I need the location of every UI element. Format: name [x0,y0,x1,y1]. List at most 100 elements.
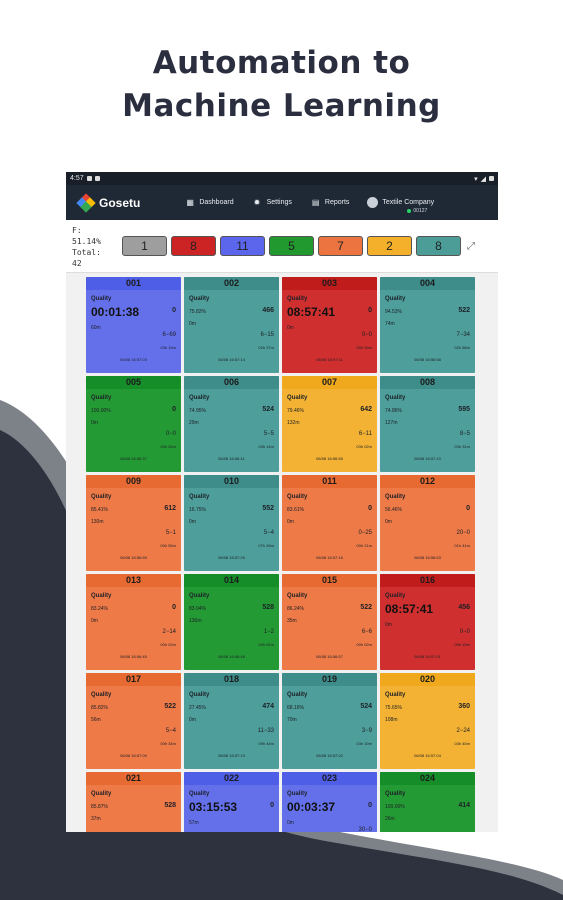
machine-card[interactable]: 024 Quality 100.00% 26m 414 [380,772,475,832]
grid-icon: ▦ [186,197,194,207]
ratio-value: 6−6 [361,629,372,635]
status-chip[interactable]: 7 [318,236,363,256]
online-dot-icon [407,209,412,213]
main-nav: ▦ Dashboard ✹ Settings ▤ Reports [186,197,350,207]
status-chip[interactable]: 1 [122,236,167,256]
summary-stats: F: 51.14% Total: 42 [72,225,110,269]
timestamp: 06/08 16:57:10 [414,456,441,461]
quality-label: Quality [287,395,308,401]
ratio-value: 5−4 [165,728,176,734]
machine-card[interactable]: 021 Quality 85.87% 37m 528 [86,772,181,832]
timestamp: 06/08 16:56:55 [316,456,343,461]
machine-card[interactable]: 016 Quality 08:57:41 0m 456 0−0 09h 15m 06/08 1… [380,574,475,670]
nav-settings[interactable]: ✹ Settings [253,197,292,207]
quality-label: Quality [287,296,308,302]
minutes-value: 127m [385,420,398,426]
machine-card[interactable]: 006 Quality 74.95% 29m 524 5−5 03h 14m 06/08 16… [184,376,279,472]
quality-percent: 85.41% [91,507,108,513]
piece-count: 0 [466,505,470,512]
piece-count: 522 [458,307,470,314]
brand[interactable]: Gosetu [76,192,141,213]
machine-card[interactable]: 022 Quality 03:15:53 57m 0 [184,772,279,832]
duration-value: 00h 34m [160,741,176,746]
machine-card[interactable]: 012 Quality 56.46% 0m 0 20−0 01h 41m 06/08 16:5… [380,475,475,571]
machine-id: 021 [86,772,181,785]
ratio-value: 1−2 [263,629,274,635]
summary-bar: F: 51.14% Total: 42 1 8 11 5 7 2 8 ⤢ [66,220,498,273]
status-chip[interactable]: 5 [269,236,314,256]
timestamp: 06/08 16:56:41 [218,456,245,461]
duration-value: 00h 55m [160,543,176,548]
piece-count: 414 [458,802,470,809]
machine-card[interactable]: 009 Quality 85.41% 130m 612 5−1 00h 55m 06/08 1… [86,475,181,571]
quality-label: Quality [385,593,406,599]
machine-card[interactable]: 011 Quality 83.61% 0m 0 0−25 00h 21m 06/08 16:5… [282,475,377,571]
duration-value: 09h 44m [258,741,274,746]
status-time: 4:57 [70,175,84,182]
minutes-value: 0m [91,420,98,426]
machine-card[interactable]: 014 Quality 83.04% 136m 528 1−2 00h 02m 06/08 1… [184,574,279,670]
machine-card[interactable]: 007 Quality 79.46% 132m 642 6−11 03h 02m 06/08 … [282,376,377,472]
machine-card[interactable]: 004 Quality 94.53% 74m 522 7−34 02h 58m 06/08 1… [380,277,475,373]
gear-icon: ✹ [253,197,261,207]
duration-value: 02h 58m [454,345,470,350]
duration-value: 09h 15m [454,642,470,647]
quality-percent: 56.46% [385,507,402,513]
quality-label: Quality [91,593,112,599]
f-label: F: [72,226,82,235]
machine-card[interactable]: 019 Quality 68.16% 70m 524 3−9 03h 19m 06/08 16… [282,673,377,769]
quality-percent: 75.65% [385,705,402,711]
user-id: 00127 [413,208,428,214]
machine-card[interactable]: 020 Quality 75.65% 108m 360 2−24 03h 45m 06/08 … [380,673,475,769]
timestamp: 06/08 16:57:09 [120,753,147,758]
nav-dashboard-label: Dashboard [199,199,234,206]
timestamp: 06/08 16:56:48 [218,654,245,659]
nav-reports[interactable]: ▤ Reports [312,198,350,207]
machine-card[interactable]: 018 Quality 27.45% 0m 474 11−33 09h 44m 06/08 1… [184,673,279,769]
timestamp: 06/08 16:56:57 [316,654,343,659]
timestamp: 06/08 16:57:11 [316,357,343,362]
machine-card[interactable]: 013 Quality 83.24% 0m 0 2−14 00h 02m 06/08 16:5… [86,574,181,670]
settings-status-icon [86,176,92,181]
machine-id: 016 [380,574,475,587]
expand-icon[interactable]: ⤢ [467,240,475,252]
duration-value: 03h 19m [160,345,176,350]
piece-count: 0 [172,307,176,314]
minutes-value: 0m [385,622,392,628]
machine-id: 011 [282,475,377,488]
ratio-value: 0−25 [358,530,372,536]
app-bar: Gosetu ▦ Dashboard ✹ Settings ▤ Reports … [66,185,498,220]
gosetu-logo-icon [76,192,96,213]
downtime-timer: 00:01:38 [91,305,140,319]
timestamp: 06/08 16:57:16 [316,555,343,560]
machine-id: 009 [86,475,181,488]
machine-card[interactable]: 017 Quality 85.82% 56m 522 5−4 00h 34m 06/08 16… [86,673,181,769]
machine-card[interactable]: 010 Quality 16.75% 0m 552 5−4 07h 26m 06/08 16:… [184,475,279,571]
machine-card[interactable]: 002 Quality 75.82% 0m 466 6−15 02h 37m 06/08 16… [184,277,279,373]
quality-percent: 100.00% [385,804,405,810]
machine-card[interactable]: 005 Quality 100.00% 0m 0 0−0 00h 00m 06/08 16:5… [86,376,181,472]
machine-card[interactable]: 015 Quality 86.24% 35m 522 6−6 00h 02m 06/08 16… [282,574,377,670]
duration-value: 00h 02m [258,642,274,647]
quality-label: Quality [189,791,210,797]
nav-dashboard[interactable]: ▦ Dashboard [186,197,234,207]
status-chip[interactable]: 2 [367,236,412,256]
status-chip[interactable]: 8 [416,236,461,256]
wifi-icon: ▾ [474,175,478,183]
machine-card[interactable]: 003 Quality 08:57:41 0m 0 0−0 09h 39m 06/08 16:… [282,277,377,373]
ratio-value: 6−15 [260,332,274,338]
notification-status-icon [94,176,100,181]
brand-name: Gosetu [99,195,141,210]
duration-value: 03h 02m [356,444,372,449]
timestamp: 06/08 16:56:45 [120,654,147,659]
machine-card[interactable]: 001 Quality 00:01:38 60m 0 6−69 03h 19m 06/08 1… [86,277,181,373]
duration-value: 01h 41m [454,543,470,548]
machine-card[interactable]: 023 Quality 00:03:37 0m 0 30−0 [282,772,377,832]
status-chip[interactable]: 8 [171,236,216,256]
company-menu[interactable]: Textile Company 00127 [367,197,434,214]
status-chip[interactable]: 11 [220,236,265,256]
status-bar: 4:57 ▾ ◢ [66,172,498,185]
machine-card[interactable]: 008 Quality 74.86% 127m 595 8−5 03h 31m 06/08 1… [380,376,475,472]
duration-value: 07h 26m [258,543,274,548]
quality-percent: 100.00% [91,408,111,414]
